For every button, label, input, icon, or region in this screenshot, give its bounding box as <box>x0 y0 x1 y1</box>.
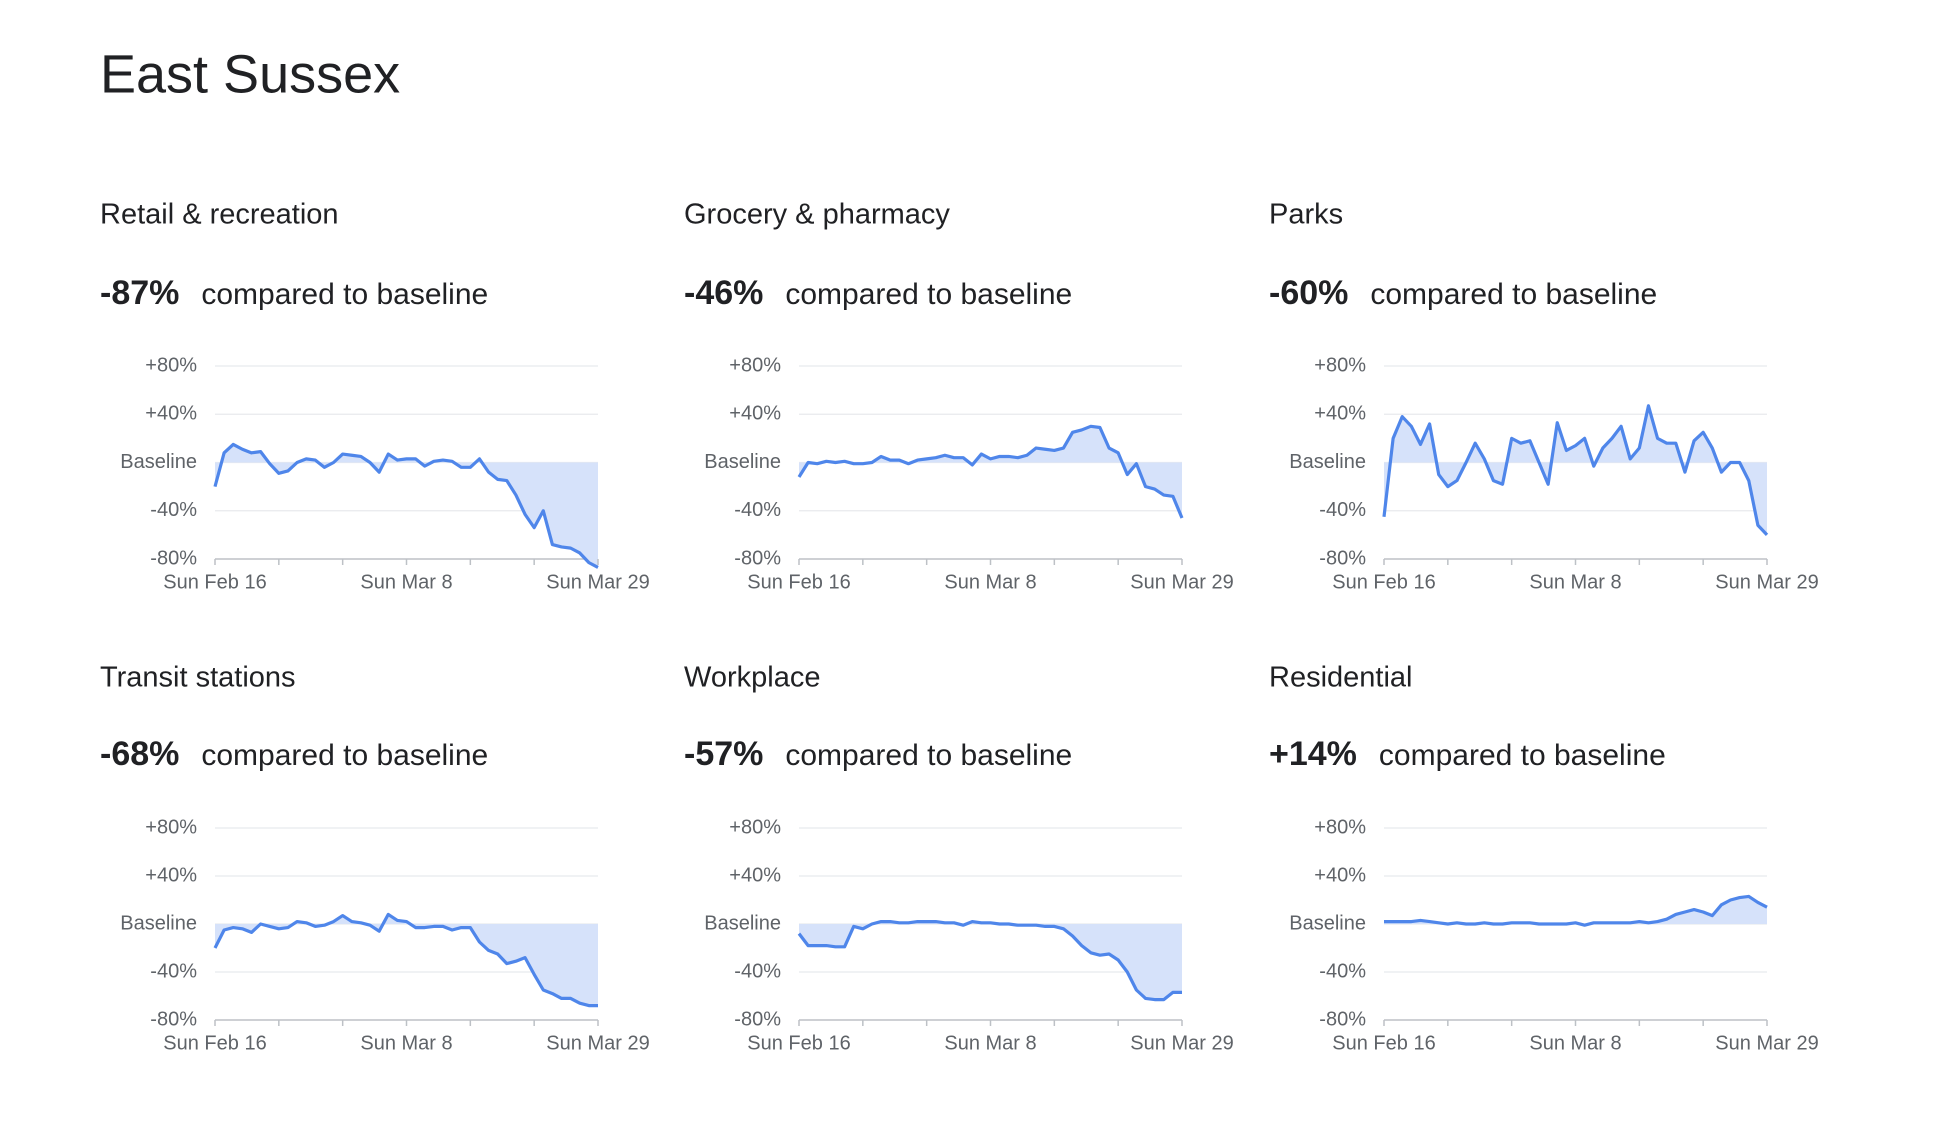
chart-title: Residential <box>1269 662 1412 694</box>
x-tick-label: Sun Mar 29 <box>546 571 649 593</box>
x-tick-label: Sun Feb 16 <box>163 1032 266 1054</box>
line <box>213 442 599 569</box>
x-tick-label: Sun Mar 29 <box>1715 571 1818 593</box>
x-tick-label: Sun Mar 8 <box>360 1032 452 1054</box>
chart-panel: Transit stations -68% compared to baseline… <box>100 662 650 1055</box>
y-tick-label: -40% <box>734 960 781 982</box>
y-tick-label: +40% <box>729 864 781 886</box>
chart-panel: Grocery & pharmacy -46% compared to baseli… <box>684 199 1234 594</box>
headline: -87% <box>100 274 179 312</box>
y-tick-label: -80% <box>1319 1008 1366 1030</box>
x-tick-label: Sun Mar 29 <box>1130 571 1233 593</box>
y-tick-label: +80% <box>729 816 781 838</box>
y-tick-label: -80% <box>150 547 197 569</box>
x-tick-label: Sun Mar 29 <box>546 1032 649 1054</box>
x-tick-label: Sun Mar 8 <box>944 1032 1036 1054</box>
y-tick-label: +40% <box>1314 403 1366 425</box>
line <box>797 920 1182 1002</box>
headline: -57% <box>684 735 763 773</box>
headline: -46% <box>684 274 763 312</box>
y-tick-label: Baseline <box>704 912 781 934</box>
area <box>799 426 1182 518</box>
y-tick-label: Baseline <box>1289 912 1366 934</box>
subtitle: compared to baseline <box>1370 278 1657 311</box>
area <box>1384 896 1767 926</box>
headline: -60% <box>1269 274 1348 312</box>
y-tick-label: -40% <box>150 499 197 521</box>
y-tick-label: -40% <box>734 499 781 521</box>
chart-panel: Parks -60% compared to baseline +80% +40% Bas… <box>1269 199 1819 594</box>
x-tick-label: Sun Mar 8 <box>1529 571 1621 593</box>
subtitle: compared to baseline <box>201 739 488 772</box>
x-tick-label: Sun Mar 29 <box>1130 1032 1233 1054</box>
line <box>797 424 1184 519</box>
line <box>213 912 598 1008</box>
chart-title: Grocery & pharmacy <box>684 199 950 231</box>
page-title: East Sussex <box>100 44 400 104</box>
area <box>1384 405 1767 535</box>
y-tick-label: -40% <box>150 960 197 982</box>
subtitle: compared to baseline <box>201 278 488 311</box>
y-tick-label: Baseline <box>120 451 197 473</box>
y-tick-label: -80% <box>1319 547 1366 569</box>
chart-panel: Retail & recreation -87% compared to basel… <box>100 199 650 594</box>
x-tick-label: Sun Mar 8 <box>360 571 452 593</box>
y-tick-label: -40% <box>1319 499 1366 521</box>
line <box>1382 404 1769 536</box>
y-tick-label: -80% <box>734 1008 781 1030</box>
area <box>799 921 1182 1000</box>
y-tick-label: -40% <box>1319 960 1366 982</box>
chart-title: Retail & recreation <box>100 199 339 231</box>
x-tick-label: Sun Feb 16 <box>747 571 850 593</box>
headline: +14% <box>1269 735 1357 773</box>
x-tick-label: Sun Feb 16 <box>1332 1032 1435 1054</box>
chart-panel: Residential +14% compared to baseline +80% +… <box>1269 662 1819 1055</box>
y-tick-label: +80% <box>145 816 197 838</box>
subtitle: compared to baseline <box>785 739 1072 772</box>
x-tick-label: Sun Mar 8 <box>944 571 1036 593</box>
y-tick-label: Baseline <box>704 451 781 473</box>
line <box>1384 894 1768 927</box>
chart-title: Workplace <box>684 662 820 694</box>
x-tick-label: Sun Feb 16 <box>1332 571 1435 593</box>
y-tick-label: Baseline <box>120 912 197 934</box>
y-tick-label: +80% <box>145 354 197 376</box>
y-tick-label: Baseline <box>1289 451 1366 473</box>
x-tick-label: Sun Mar 8 <box>1529 1032 1621 1054</box>
x-tick-label: Sun Mar 29 <box>1715 1032 1818 1054</box>
chart-title: Parks <box>1269 199 1343 231</box>
y-tick-label: +80% <box>1314 354 1366 376</box>
subtitle: compared to baseline <box>785 278 1072 311</box>
chart-title: Transit stations <box>100 662 296 694</box>
area <box>215 444 598 568</box>
y-tick-label: -80% <box>150 1008 197 1030</box>
y-tick-label: -80% <box>734 547 781 569</box>
subtitle: compared to baseline <box>1379 739 1666 772</box>
chart-panel: Workplace -57% compared to baseline +80% +40… <box>684 662 1234 1055</box>
y-tick-label: +80% <box>729 354 781 376</box>
y-tick-label: +40% <box>145 403 197 425</box>
y-tick-label: +80% <box>1314 816 1366 838</box>
area <box>215 914 598 1006</box>
y-tick-label: +40% <box>145 864 197 886</box>
headline: -68% <box>100 735 179 773</box>
y-tick-label: +40% <box>729 403 781 425</box>
y-tick-label: +40% <box>1314 864 1366 886</box>
x-tick-label: Sun Feb 16 <box>163 571 266 593</box>
x-tick-label: Sun Feb 16 <box>747 1032 850 1054</box>
